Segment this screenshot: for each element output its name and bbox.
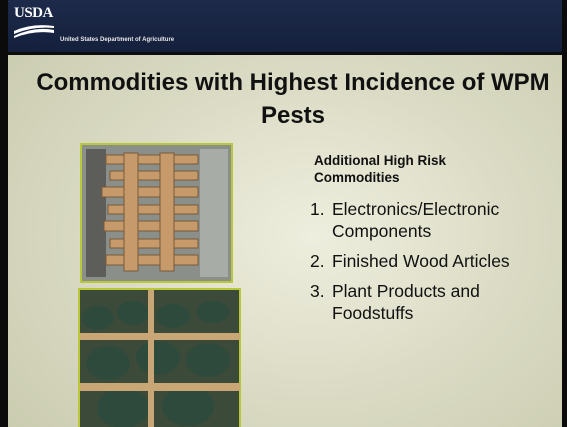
item-text: Finished Wood Articles <box>332 250 510 272</box>
commodity-list: 1.Electronics/Electronic Components 2.Fi… <box>310 198 565 332</box>
list-item: 2.Finished Wood Articles <box>310 250 565 272</box>
page: {"header": {"logo": "USDA", "agency": "U… <box>0 0 567 427</box>
item-number: 2. <box>310 250 332 272</box>
logo: USDA <box>14 5 53 22</box>
list-item: 1.Electronics/Electronic Components <box>310 198 565 242</box>
slide: USDA United States Department of Agricul… <box>0 0 567 427</box>
item-number: 1. <box>310 198 332 242</box>
subheading: Additional High Risk Commodities <box>314 152 514 186</box>
photo-lumber <box>80 143 233 283</box>
slide-title: Commodities with Highest Incidence of WP… <box>28 66 558 132</box>
item-text: Electronics/Electronic Components <box>332 198 565 242</box>
list-item: 3.Plant Products and Foodstuffs <box>310 280 565 324</box>
photo-pumpkins <box>78 288 241 427</box>
item-text: Plant Products and Foodstuffs <box>332 280 565 324</box>
agency-name: United States Department of Agriculture <box>60 37 174 43</box>
logo-mark <box>14 24 54 38</box>
header-bar: USDA United States Department of Agricul… <box>8 0 562 55</box>
item-number: 3. <box>310 280 332 324</box>
